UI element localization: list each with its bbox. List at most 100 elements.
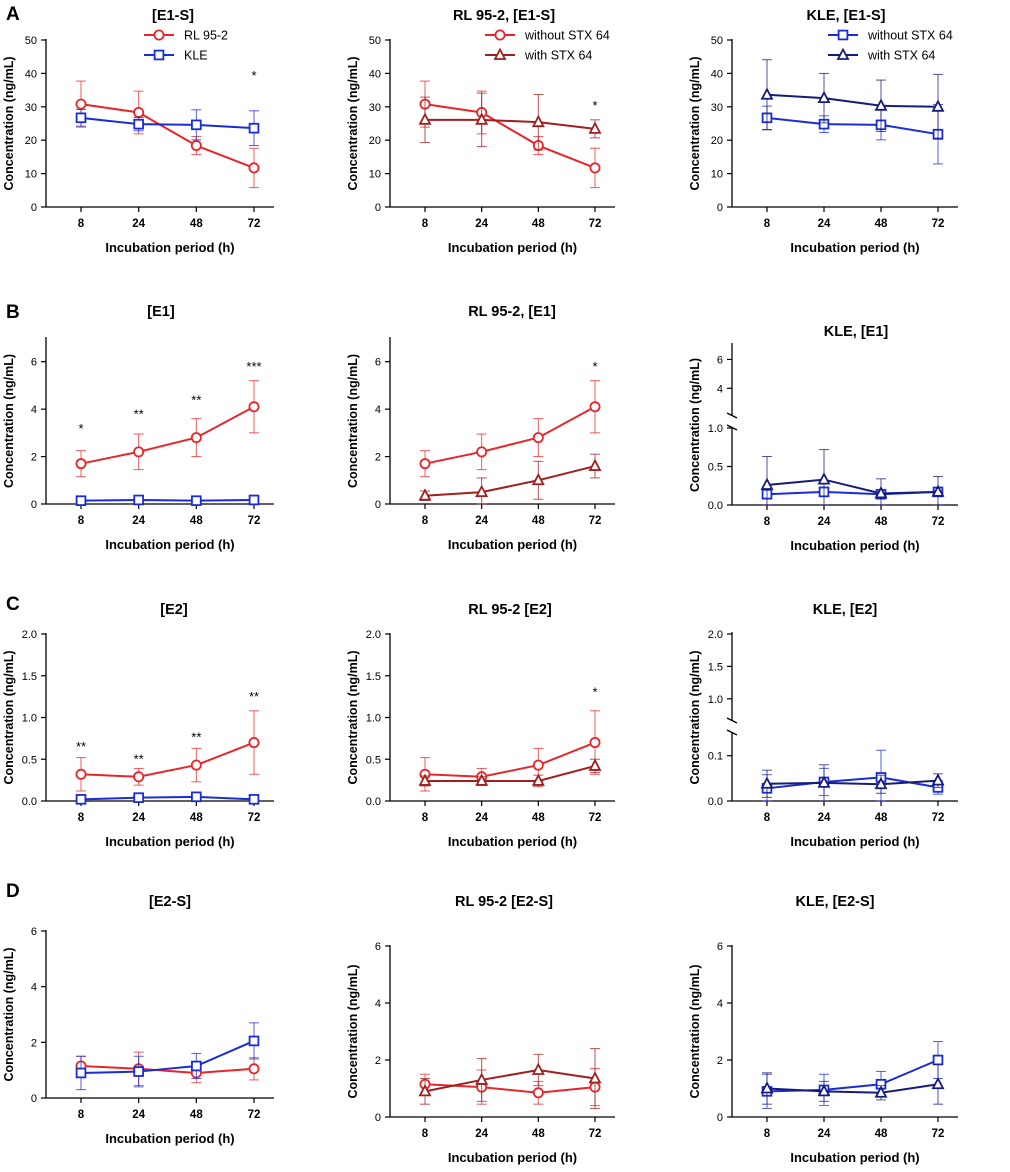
x-tick-label: 24	[132, 218, 145, 230]
data-point	[588, 121, 602, 134]
y-tick-label: 1.0	[708, 423, 723, 435]
significance-mark: **	[134, 407, 144, 422]
x-tick-label: 24	[475, 812, 488, 824]
chart-title: KLE, [E2]	[813, 602, 878, 618]
legend: without STX 64 with STX 64	[828, 29, 953, 63]
x-tick-label: 24	[132, 515, 145, 527]
series-line	[766, 116, 939, 136]
legend-marker	[837, 29, 849, 41]
y-axis-label: Concentration (ng/mL)	[688, 358, 702, 492]
data-point	[817, 90, 831, 104]
x-tick-label: 72	[248, 1109, 261, 1121]
data-point	[418, 773, 432, 786]
data-point	[817, 1083, 831, 1097]
y-axis-label: Concentration (ng/mL)	[2, 354, 16, 488]
x-axis-label: Incubation period (h)	[448, 1150, 577, 1165]
data-point	[133, 446, 145, 458]
series-without-stx-64	[761, 103, 944, 165]
y-tick-label: 2.0	[22, 629, 37, 641]
data-point	[874, 98, 888, 111]
x-tick-label: 8	[78, 812, 85, 824]
y-tick-label: 2	[31, 1037, 37, 1049]
x-tick-label: 48	[532, 515, 545, 527]
y-tick-label: 50	[25, 35, 37, 47]
series-line	[425, 118, 596, 130]
x-tick-label: 24	[818, 516, 831, 528]
series-line	[80, 116, 255, 130]
data-point	[248, 494, 260, 506]
x-tick-label: 48	[532, 218, 545, 230]
y-tick-label: 0	[375, 1112, 381, 1124]
series-line	[80, 498, 255, 502]
y-tick-label: 20	[711, 135, 723, 147]
series-kle	[75, 791, 260, 805]
panel-letter-A: A	[6, 4, 20, 25]
x-tick-label: 24	[818, 1128, 831, 1140]
data-point	[75, 768, 87, 780]
data-point	[531, 114, 545, 128]
y-tick-label: 30	[25, 102, 37, 114]
chart-C3: KLE, [E2] 1.0 1.5 2.0 0.0 0.1 8 24 48 72 Incubatio…	[688, 602, 958, 849]
x-tick-label: 8	[422, 515, 429, 527]
y-tick-label: 1.0	[366, 713, 381, 725]
x-tick-label: 48	[532, 1128, 545, 1140]
y-tick-label: 0	[375, 499, 381, 511]
y-tick-label: 6	[717, 354, 723, 366]
chart-A3: KLE, [E1-S] 0 10 20 30 40 50 8 24 48 72 Incubation …	[688, 8, 958, 255]
series-with-stx-64	[760, 764, 945, 802]
x-tick-label: 8	[764, 1128, 771, 1140]
x-axis-label: Incubation period (h)	[790, 1150, 919, 1165]
data-point	[75, 794, 87, 805]
x-axis-label: Incubation period (h)	[448, 240, 577, 255]
x-tick-label: 72	[248, 218, 261, 230]
chart-title: RL 95-2 [E2]	[468, 602, 552, 618]
y-axis-label: Concentration (ng/mL)	[346, 650, 360, 784]
data-point	[874, 1085, 888, 1098]
legend-label: without STX 64	[867, 29, 953, 43]
data-point	[931, 773, 945, 786]
y-tick-label: 50	[711, 35, 723, 47]
legend-marker	[493, 47, 507, 60]
x-tick-label: 48	[875, 218, 888, 230]
y-tick-label: 6	[31, 357, 37, 369]
data-point	[476, 446, 488, 458]
legend-label: with STX 64	[524, 49, 592, 63]
series-line	[766, 779, 939, 786]
x-tick-label: 48	[190, 515, 203, 527]
x-tick-label: 72	[932, 516, 945, 528]
data-point	[418, 488, 432, 501]
x-tick-label: 48	[190, 1109, 203, 1121]
data-point	[248, 401, 260, 413]
data-point	[931, 99, 945, 112]
data-point	[817, 472, 831, 485]
data-point	[418, 112, 432, 125]
data-point	[248, 122, 260, 134]
series-kle	[75, 108, 260, 147]
data-point	[191, 495, 202, 506]
x-tick-label: 8	[422, 1128, 429, 1140]
data-point	[932, 1054, 944, 1066]
data-point	[475, 484, 489, 498]
x-axis-label: Incubation period (h)	[105, 1131, 234, 1146]
series-with-stx-64	[418, 1048, 602, 1109]
y-tick-label: 1.5	[708, 661, 723, 673]
data-point	[75, 1067, 87, 1079]
y-tick-label: 2.0	[708, 629, 723, 641]
series-without-stx-64	[761, 1040, 944, 1109]
series-kle	[75, 494, 260, 506]
series-line	[425, 764, 596, 782]
legend: without STX 64 with STX 64	[485, 29, 610, 63]
y-tick-label: 4	[717, 998, 723, 1010]
y-tick-label: 2	[375, 452, 381, 464]
series-line	[424, 465, 596, 497]
x-tick-label: 72	[248, 812, 261, 824]
axis-break-mark	[726, 412, 738, 419]
x-tick-label: 48	[875, 812, 888, 824]
chart-title: [E2]	[160, 602, 188, 618]
series-without-stx-64	[419, 710, 601, 792]
y-tick-label: 20	[25, 135, 37, 147]
y-tick-label: 20	[369, 135, 381, 147]
axis-break-mark	[726, 717, 738, 724]
